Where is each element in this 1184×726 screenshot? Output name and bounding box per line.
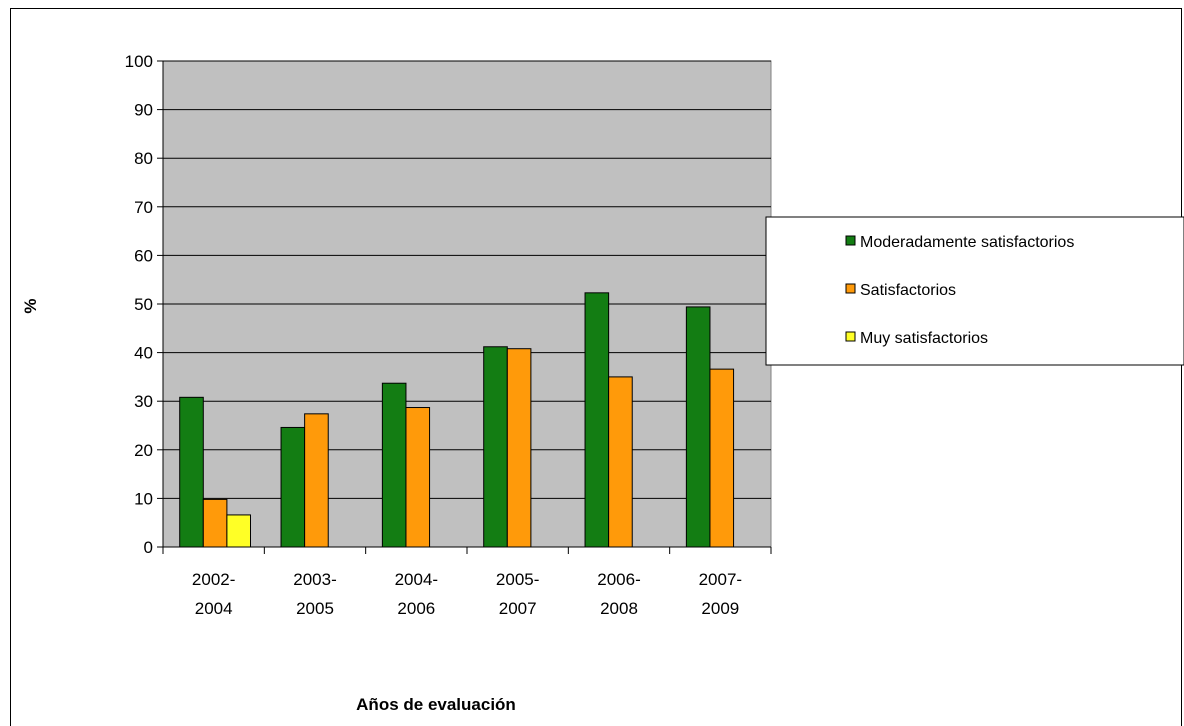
bar xyxy=(226,514,251,548)
y-tick-label: 70 xyxy=(134,198,153,217)
y-tick-label: 20 xyxy=(134,441,153,460)
bar xyxy=(304,413,329,548)
legend-label: Muy satisfactorios xyxy=(860,330,988,347)
legend-swatch xyxy=(845,283,856,294)
y-tick-label: 30 xyxy=(134,392,153,411)
legend-swatch xyxy=(845,331,856,342)
y-tick-label: 100 xyxy=(125,52,153,71)
y-tick-label: 60 xyxy=(134,246,153,265)
x-tick-label: 2009 xyxy=(701,599,739,618)
bar xyxy=(381,382,407,548)
x-tick-label: 2005 xyxy=(296,599,334,618)
legend-label: Moderadamente satisfactorios xyxy=(860,234,1074,251)
bar xyxy=(405,407,431,548)
x-tick-label: 2003- xyxy=(293,570,336,589)
y-tick-label: 80 xyxy=(134,149,153,168)
y-axis-title: % xyxy=(21,298,40,313)
y-tick-label: 50 xyxy=(134,295,153,314)
bar xyxy=(685,306,711,548)
x-tick-label: 2004 xyxy=(195,599,233,618)
bar xyxy=(506,348,532,548)
x-tick-label: 2008 xyxy=(600,599,638,618)
bar xyxy=(280,426,306,548)
bar xyxy=(709,368,735,548)
y-tick-label: 10 xyxy=(134,489,153,508)
y-tick-label: 90 xyxy=(134,101,153,120)
legend-swatch xyxy=(845,235,856,246)
x-tick-label: 2004- xyxy=(395,570,438,589)
x-tick-label: 2006- xyxy=(597,570,640,589)
bar xyxy=(483,346,508,548)
legend-box xyxy=(765,216,1184,366)
x-tick-label: 2007- xyxy=(699,570,742,589)
y-tick-label: 0 xyxy=(144,538,153,557)
legend-label: Satisfactorios xyxy=(860,282,956,299)
bar xyxy=(179,396,204,548)
bar xyxy=(584,292,610,548)
x-tick-label: 2007 xyxy=(499,599,537,618)
x-axis-title: Años de evaluación xyxy=(356,695,516,714)
y-tick-label: 40 xyxy=(134,344,153,363)
x-tick-label: 2005- xyxy=(496,570,539,589)
x-tick-label: 2002- xyxy=(192,570,235,589)
legend: Moderadamente satisfactorios Satisfactori… xyxy=(765,216,1184,366)
bar xyxy=(202,498,228,548)
bar xyxy=(608,376,633,548)
x-tick-label: 2006 xyxy=(397,599,435,618)
